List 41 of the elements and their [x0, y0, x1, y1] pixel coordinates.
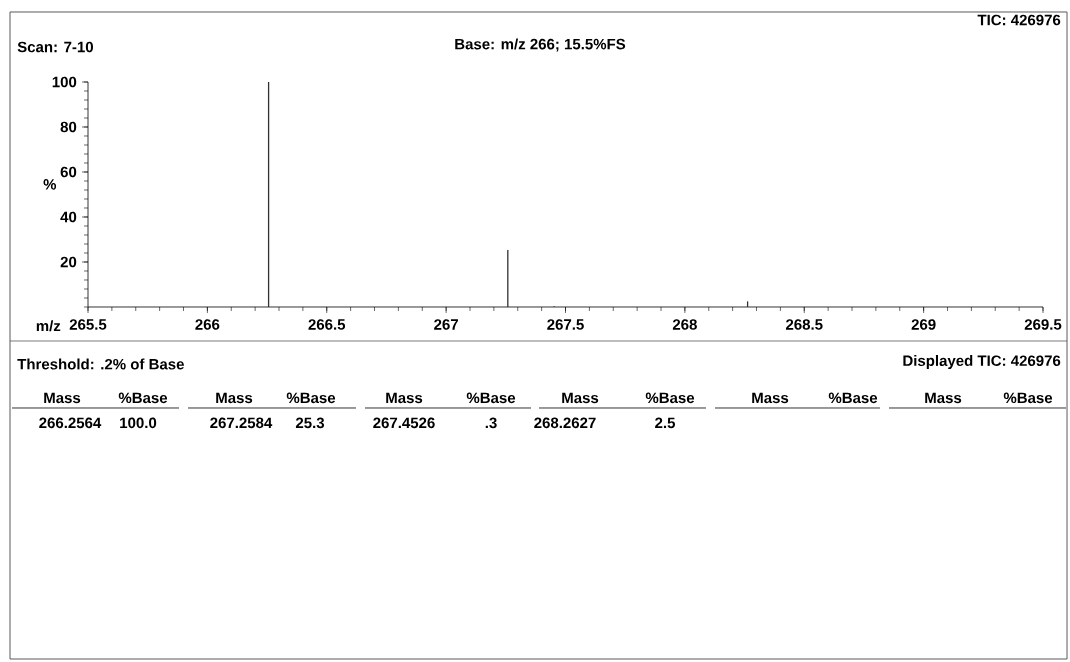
chart-title: Base: m/z 266; 15.5%FS: [455, 38, 626, 52]
x-tick-label: 267: [434, 319, 458, 330]
x-axis-title: m/z: [36, 320, 61, 332]
y-axis-title: %: [43, 179, 57, 190]
text: Mass: [386, 392, 423, 404]
text: Mass: [44, 392, 81, 404]
text: %Base: [828, 392, 878, 404]
text: 267.4526: [373, 417, 435, 429]
text: 267.2584: [210, 417, 273, 429]
text: %Base: [118, 392, 168, 404]
text: Threshold: .2% of Base: [17, 358, 184, 370]
text: 2.5: [655, 417, 676, 429]
text: Scan: 7-10: [17, 41, 93, 53]
text: Mass: [562, 392, 599, 404]
text: TIC: 426976: [977, 14, 1061, 26]
y-tick-label: 20: [60, 256, 77, 268]
x-tick-label: 267.5: [547, 319, 584, 330]
x-tick-label: 265.5: [69, 319, 107, 330]
y-tick-label: 80: [60, 121, 77, 133]
text: Mass: [752, 392, 789, 404]
text: 268.2627: [534, 417, 596, 429]
text: 266.2564: [39, 417, 102, 429]
y-tick-label: 60: [60, 166, 77, 178]
text: 25.3: [295, 417, 325, 429]
text: Mass: [216, 392, 253, 404]
text: %Base: [286, 392, 336, 404]
x-tick-label: 268: [672, 319, 697, 330]
x-tick-label: 269: [911, 319, 936, 330]
text: 100.0: [120, 417, 157, 429]
x-tick-label: 266: [195, 319, 220, 330]
text: Mass: [925, 392, 962, 404]
x-tick-label: 269.5: [1024, 319, 1062, 330]
text: Displayed TIC: 426976: [903, 355, 1061, 369]
x-tick-label: 268.5: [786, 319, 823, 330]
text: .3: [485, 417, 497, 429]
y-tick-label: 40: [60, 211, 77, 223]
text: %Base: [1003, 392, 1053, 404]
text: %Base: [645, 392, 695, 404]
y-tick-label: 100: [52, 76, 77, 88]
text: %Base: [466, 392, 516, 404]
x-tick-label: 266.5: [308, 319, 346, 330]
